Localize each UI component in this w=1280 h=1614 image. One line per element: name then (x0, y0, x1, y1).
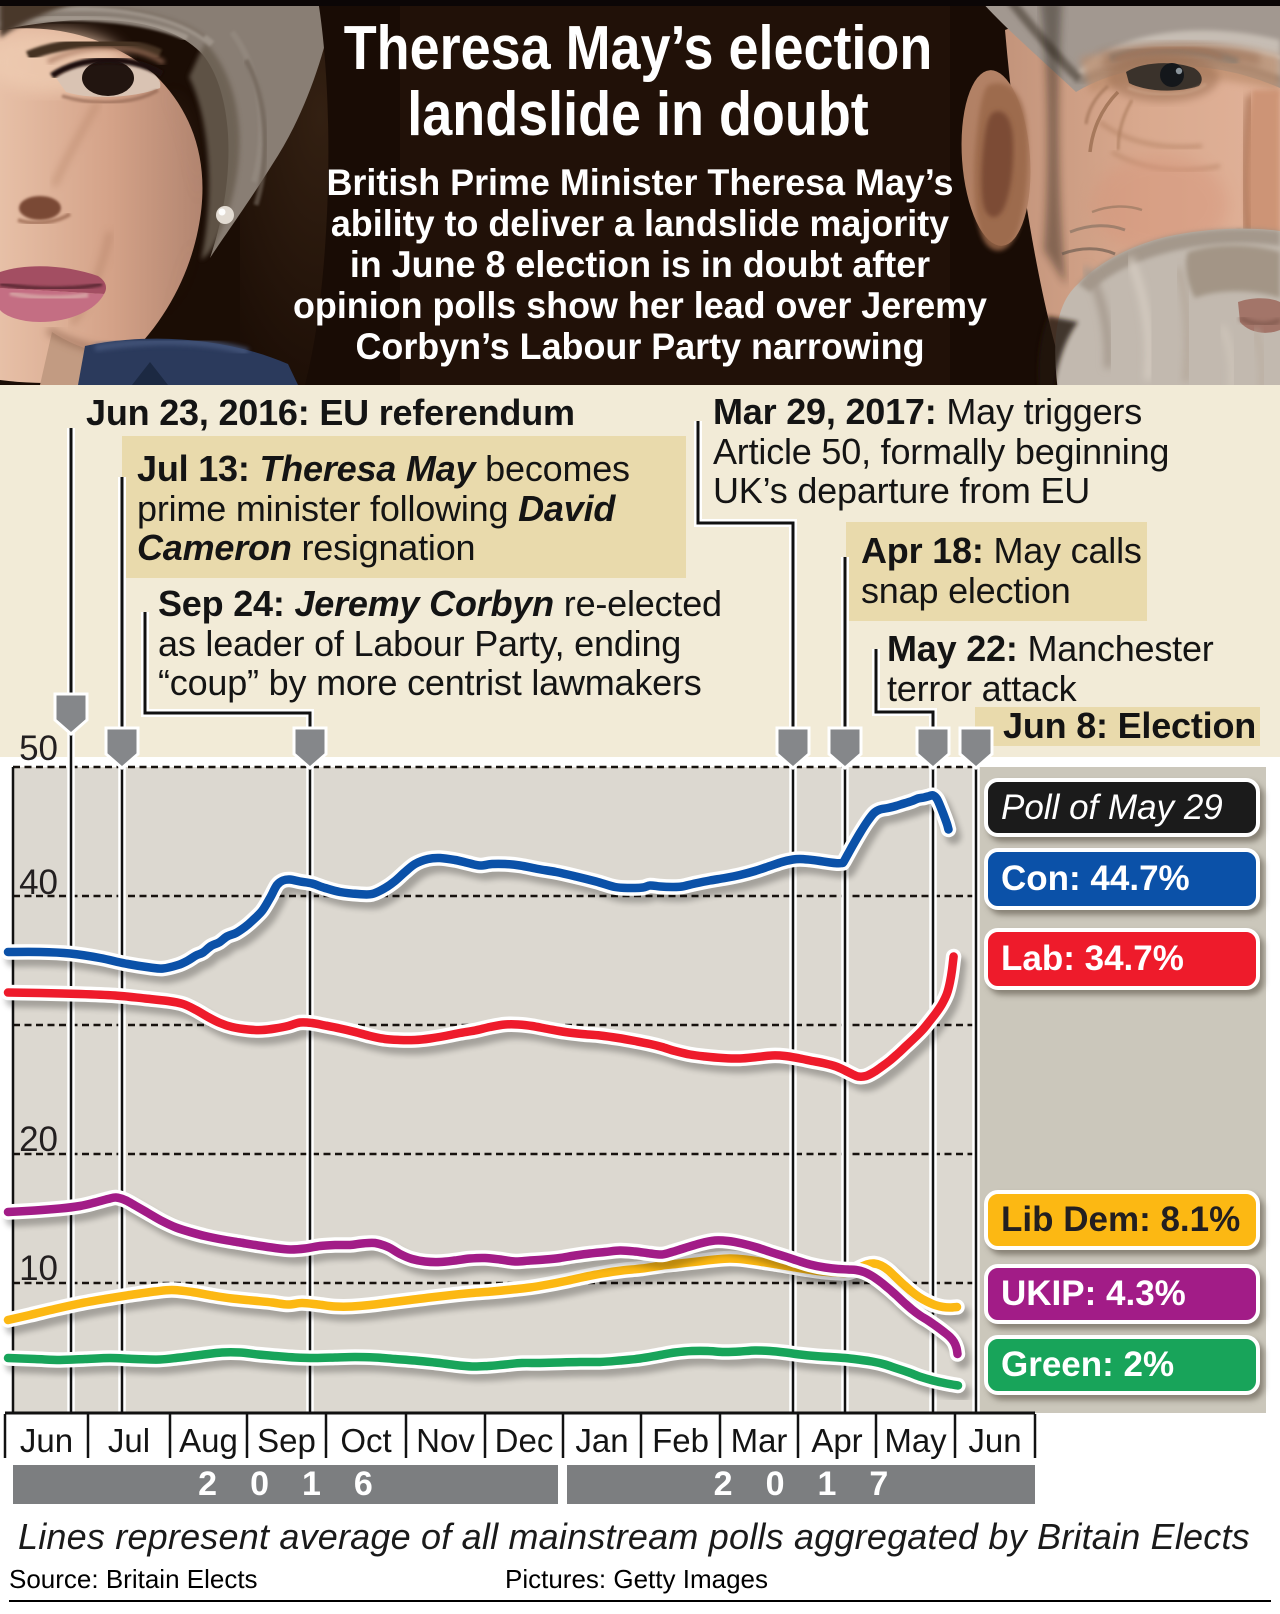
svg-text:Jun: Jun (968, 1422, 1021, 1459)
svg-text:Sep: Sep (257, 1422, 316, 1459)
svg-text:Mar: Mar (731, 1422, 788, 1459)
svg-text:Apr: Apr (811, 1422, 862, 1459)
svg-text:50: 50 (19, 729, 58, 768)
svg-text:Oct: Oct (340, 1422, 391, 1459)
svg-text:Dec: Dec (495, 1422, 554, 1459)
svg-text:40: 40 (19, 863, 58, 902)
svg-text:May: May (884, 1422, 947, 1459)
svg-text:Jun: Jun (20, 1422, 73, 1459)
svg-text:Feb: Feb (652, 1422, 709, 1459)
svg-text:10: 10 (19, 1249, 58, 1288)
svg-text:Jan: Jan (575, 1422, 628, 1459)
svg-text:Nov: Nov (416, 1422, 475, 1459)
svg-text:Jul: Jul (108, 1422, 150, 1459)
svg-text:Aug: Aug (179, 1422, 238, 1459)
svg-text:20: 20 (19, 1120, 58, 1159)
